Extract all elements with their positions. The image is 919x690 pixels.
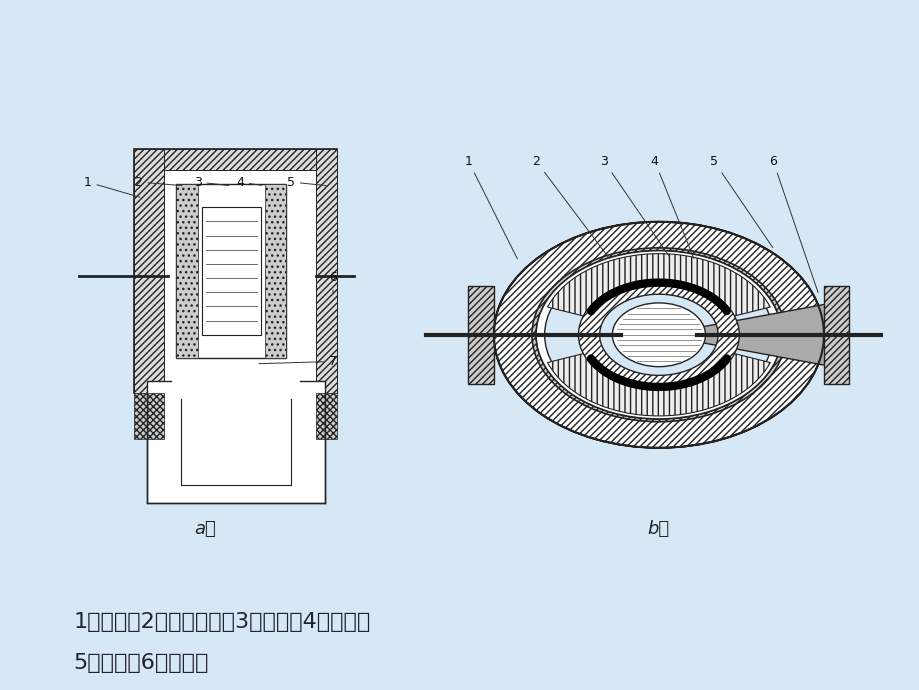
Bar xyxy=(316,393,337,439)
Bar xyxy=(823,286,848,384)
Bar xyxy=(201,207,261,335)
Text: 5: 5 xyxy=(287,175,325,188)
Text: 1: 1 xyxy=(84,175,140,197)
Text: 5: 5 xyxy=(709,155,772,248)
Text: 6: 6 xyxy=(329,271,336,293)
Text: 1: 1 xyxy=(464,155,516,259)
Text: a）: a） xyxy=(194,520,216,538)
Bar xyxy=(468,286,494,384)
Bar xyxy=(147,381,324,503)
Text: 4: 4 xyxy=(236,175,261,188)
Bar xyxy=(176,184,286,358)
Text: 7: 7 xyxy=(258,355,336,368)
Bar xyxy=(265,184,286,358)
Text: 3: 3 xyxy=(194,175,229,188)
Text: 1－转子，2－定子绕组，3－定子，4－内定子: 1－转子，2－定子绕组，3－定子，4－内定子 xyxy=(74,613,370,632)
Circle shape xyxy=(612,303,705,366)
Text: 2: 2 xyxy=(134,175,182,188)
Text: 4: 4 xyxy=(650,155,693,258)
Wedge shape xyxy=(547,254,769,317)
Bar xyxy=(176,184,198,358)
Wedge shape xyxy=(494,221,823,448)
Bar xyxy=(316,149,337,393)
Bar xyxy=(134,149,337,393)
Wedge shape xyxy=(547,353,769,416)
Text: 2: 2 xyxy=(532,155,607,257)
Wedge shape xyxy=(658,304,832,366)
Bar xyxy=(134,393,164,439)
Wedge shape xyxy=(494,221,823,448)
Text: b）: b） xyxy=(647,520,669,538)
Text: 3: 3 xyxy=(599,155,669,257)
Text: 6: 6 xyxy=(768,155,817,293)
Wedge shape xyxy=(536,250,781,419)
Text: 5－机壳，6－端盖。: 5－机壳，6－端盖。 xyxy=(74,653,209,673)
Bar xyxy=(134,149,337,170)
Bar xyxy=(172,375,299,491)
Wedge shape xyxy=(578,279,739,390)
Bar xyxy=(134,149,164,393)
